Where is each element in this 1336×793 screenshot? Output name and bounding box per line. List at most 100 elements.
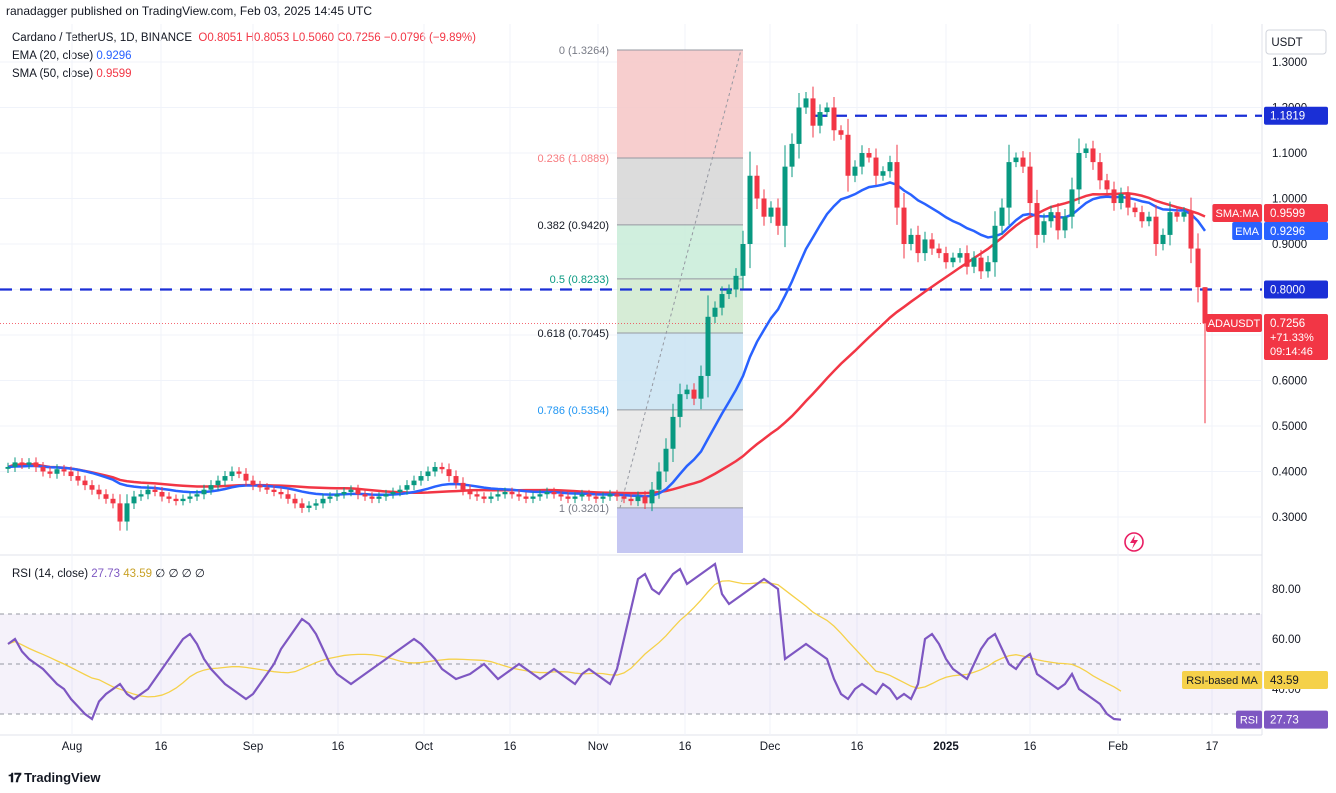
candle-body: [894, 162, 900, 208]
ema-value: 0.9296: [96, 50, 132, 62]
time-tick-label: Oct: [415, 741, 434, 753]
ohlc-open: O0.8051: [198, 32, 243, 44]
candle-body: [222, 476, 228, 481]
rsi-extra: ∅ ∅ ∅ ∅: [155, 568, 205, 580]
candle-body: [1153, 216, 1159, 244]
rsi-value: 27.73: [91, 568, 121, 580]
price-tick-label: 0.9000: [1272, 239, 1307, 251]
rsi-tick-label: 60.00: [1272, 634, 1301, 646]
price-tick-label: 0.3000: [1272, 512, 1307, 524]
sma-badge-label: SMA:MA: [1215, 208, 1259, 220]
support-badge-value-box: [1264, 280, 1328, 299]
candle-body: [1097, 162, 1103, 181]
candle-body: [1118, 193, 1124, 204]
candle-body: [1083, 148, 1089, 153]
candle-body: [705, 316, 711, 376]
candle-body: [901, 207, 907, 244]
candle-body: [481, 496, 487, 499]
candle-body: [376, 496, 382, 499]
candle-body: [1195, 248, 1201, 288]
candle-body: [656, 471, 662, 490]
candle-body: [565, 496, 571, 499]
candle-body: [992, 225, 998, 263]
candle-body: [824, 107, 830, 113]
candle-body: [236, 471, 242, 474]
candle-body: [411, 480, 417, 486]
candle-body: [488, 496, 494, 499]
candle-body: [341, 491, 347, 495]
ema-legend[interactable]: EMA (20, close) 0.9296: [12, 50, 132, 62]
rsi-value-box: [1264, 710, 1328, 729]
time-tick-label: 16: [679, 741, 692, 753]
candle-body: [215, 480, 221, 486]
candle-body: [348, 489, 354, 492]
candle-body: [852, 166, 858, 176]
ema-badge-label: EMA: [1235, 226, 1260, 238]
candle-body: [12, 462, 18, 467]
ema-badge-label-box: [1232, 222, 1262, 240]
candle-body: [271, 489, 277, 492]
symbol-name: Cardano / TetherUS, 1D, BINANCE: [12, 32, 193, 44]
candle-body: [1013, 157, 1019, 163]
candle-body: [180, 498, 186, 502]
candle-body: [873, 157, 879, 176]
candle-body: [390, 491, 396, 495]
currency-button[interactable]: [1265, 29, 1327, 55]
candle-body: [404, 485, 410, 490]
candle-body: [999, 207, 1005, 226]
price-tick-label: 1.3000: [1272, 57, 1307, 69]
candle-body: [796, 107, 802, 144]
time-tick-label: 2025: [933, 741, 959, 753]
candle-body: [929, 239, 935, 249]
lightning-icon[interactable]: [1124, 532, 1144, 552]
candle-body: [677, 394, 683, 417]
candle-body: [859, 153, 865, 167]
price-tick-label: 1.1000: [1272, 148, 1307, 160]
sma-badge-value: 0.9599: [1270, 208, 1305, 220]
candle-body: [1104, 180, 1110, 190]
sma-legend[interactable]: SMA (50, close) 0.9599: [12, 68, 132, 80]
candle-body: [96, 489, 102, 495]
fib-zone: [617, 49, 743, 159]
candle-body: [719, 294, 725, 308]
rsi-tick-label: 80.00: [1272, 584, 1301, 596]
timer-badge: 09:14:46: [1270, 346, 1313, 358]
candle-body: [453, 476, 459, 483]
candle-body: [117, 503, 123, 522]
candle-body: [789, 143, 795, 167]
fib-level-label: 0.786 (0.5354): [537, 405, 609, 417]
time-tick-label: 16: [332, 741, 345, 753]
rsi-badge-label: RSI: [1240, 715, 1258, 727]
fib-trend-line: [619, 49, 742, 508]
fib-zone-extension: [617, 507, 743, 553]
candle-body: [383, 494, 389, 497]
fib-level-label: 1 (0.3201): [559, 503, 609, 515]
candle-body: [523, 496, 529, 499]
candle-body: [1111, 189, 1117, 204]
candle-body: [1062, 216, 1068, 231]
candle-body: [467, 489, 473, 495]
candle-body: [439, 466, 445, 470]
candle-body: [1167, 212, 1173, 235]
price-badge-box: [1264, 314, 1328, 360]
candle-body: [1006, 162, 1012, 208]
candle-body: [355, 489, 361, 495]
candle-body: [838, 130, 844, 135]
ema-badge-value: 0.9296: [1270, 226, 1305, 238]
time-tick-label: 17: [1206, 741, 1219, 753]
time-tick-label: 16: [851, 741, 864, 753]
tradingview-logo[interactable]: 𝟏𝟕 TradingView: [8, 770, 100, 786]
candle-body: [33, 462, 39, 467]
candle-body: [320, 498, 326, 504]
candle-body: [103, 494, 109, 499]
candle-body: [1055, 212, 1061, 231]
time-tick-label: 16: [155, 741, 168, 753]
candle-body: [544, 491, 550, 495]
candle-body: [1160, 234, 1166, 244]
candle-body: [292, 498, 298, 504]
candle-body: [964, 253, 970, 267]
candle-body: [775, 207, 781, 226]
candle-body: [1146, 216, 1152, 222]
rsi-legend[interactable]: RSI (14, close) 27.73 43.59 ∅ ∅ ∅ ∅: [12, 566, 205, 580]
